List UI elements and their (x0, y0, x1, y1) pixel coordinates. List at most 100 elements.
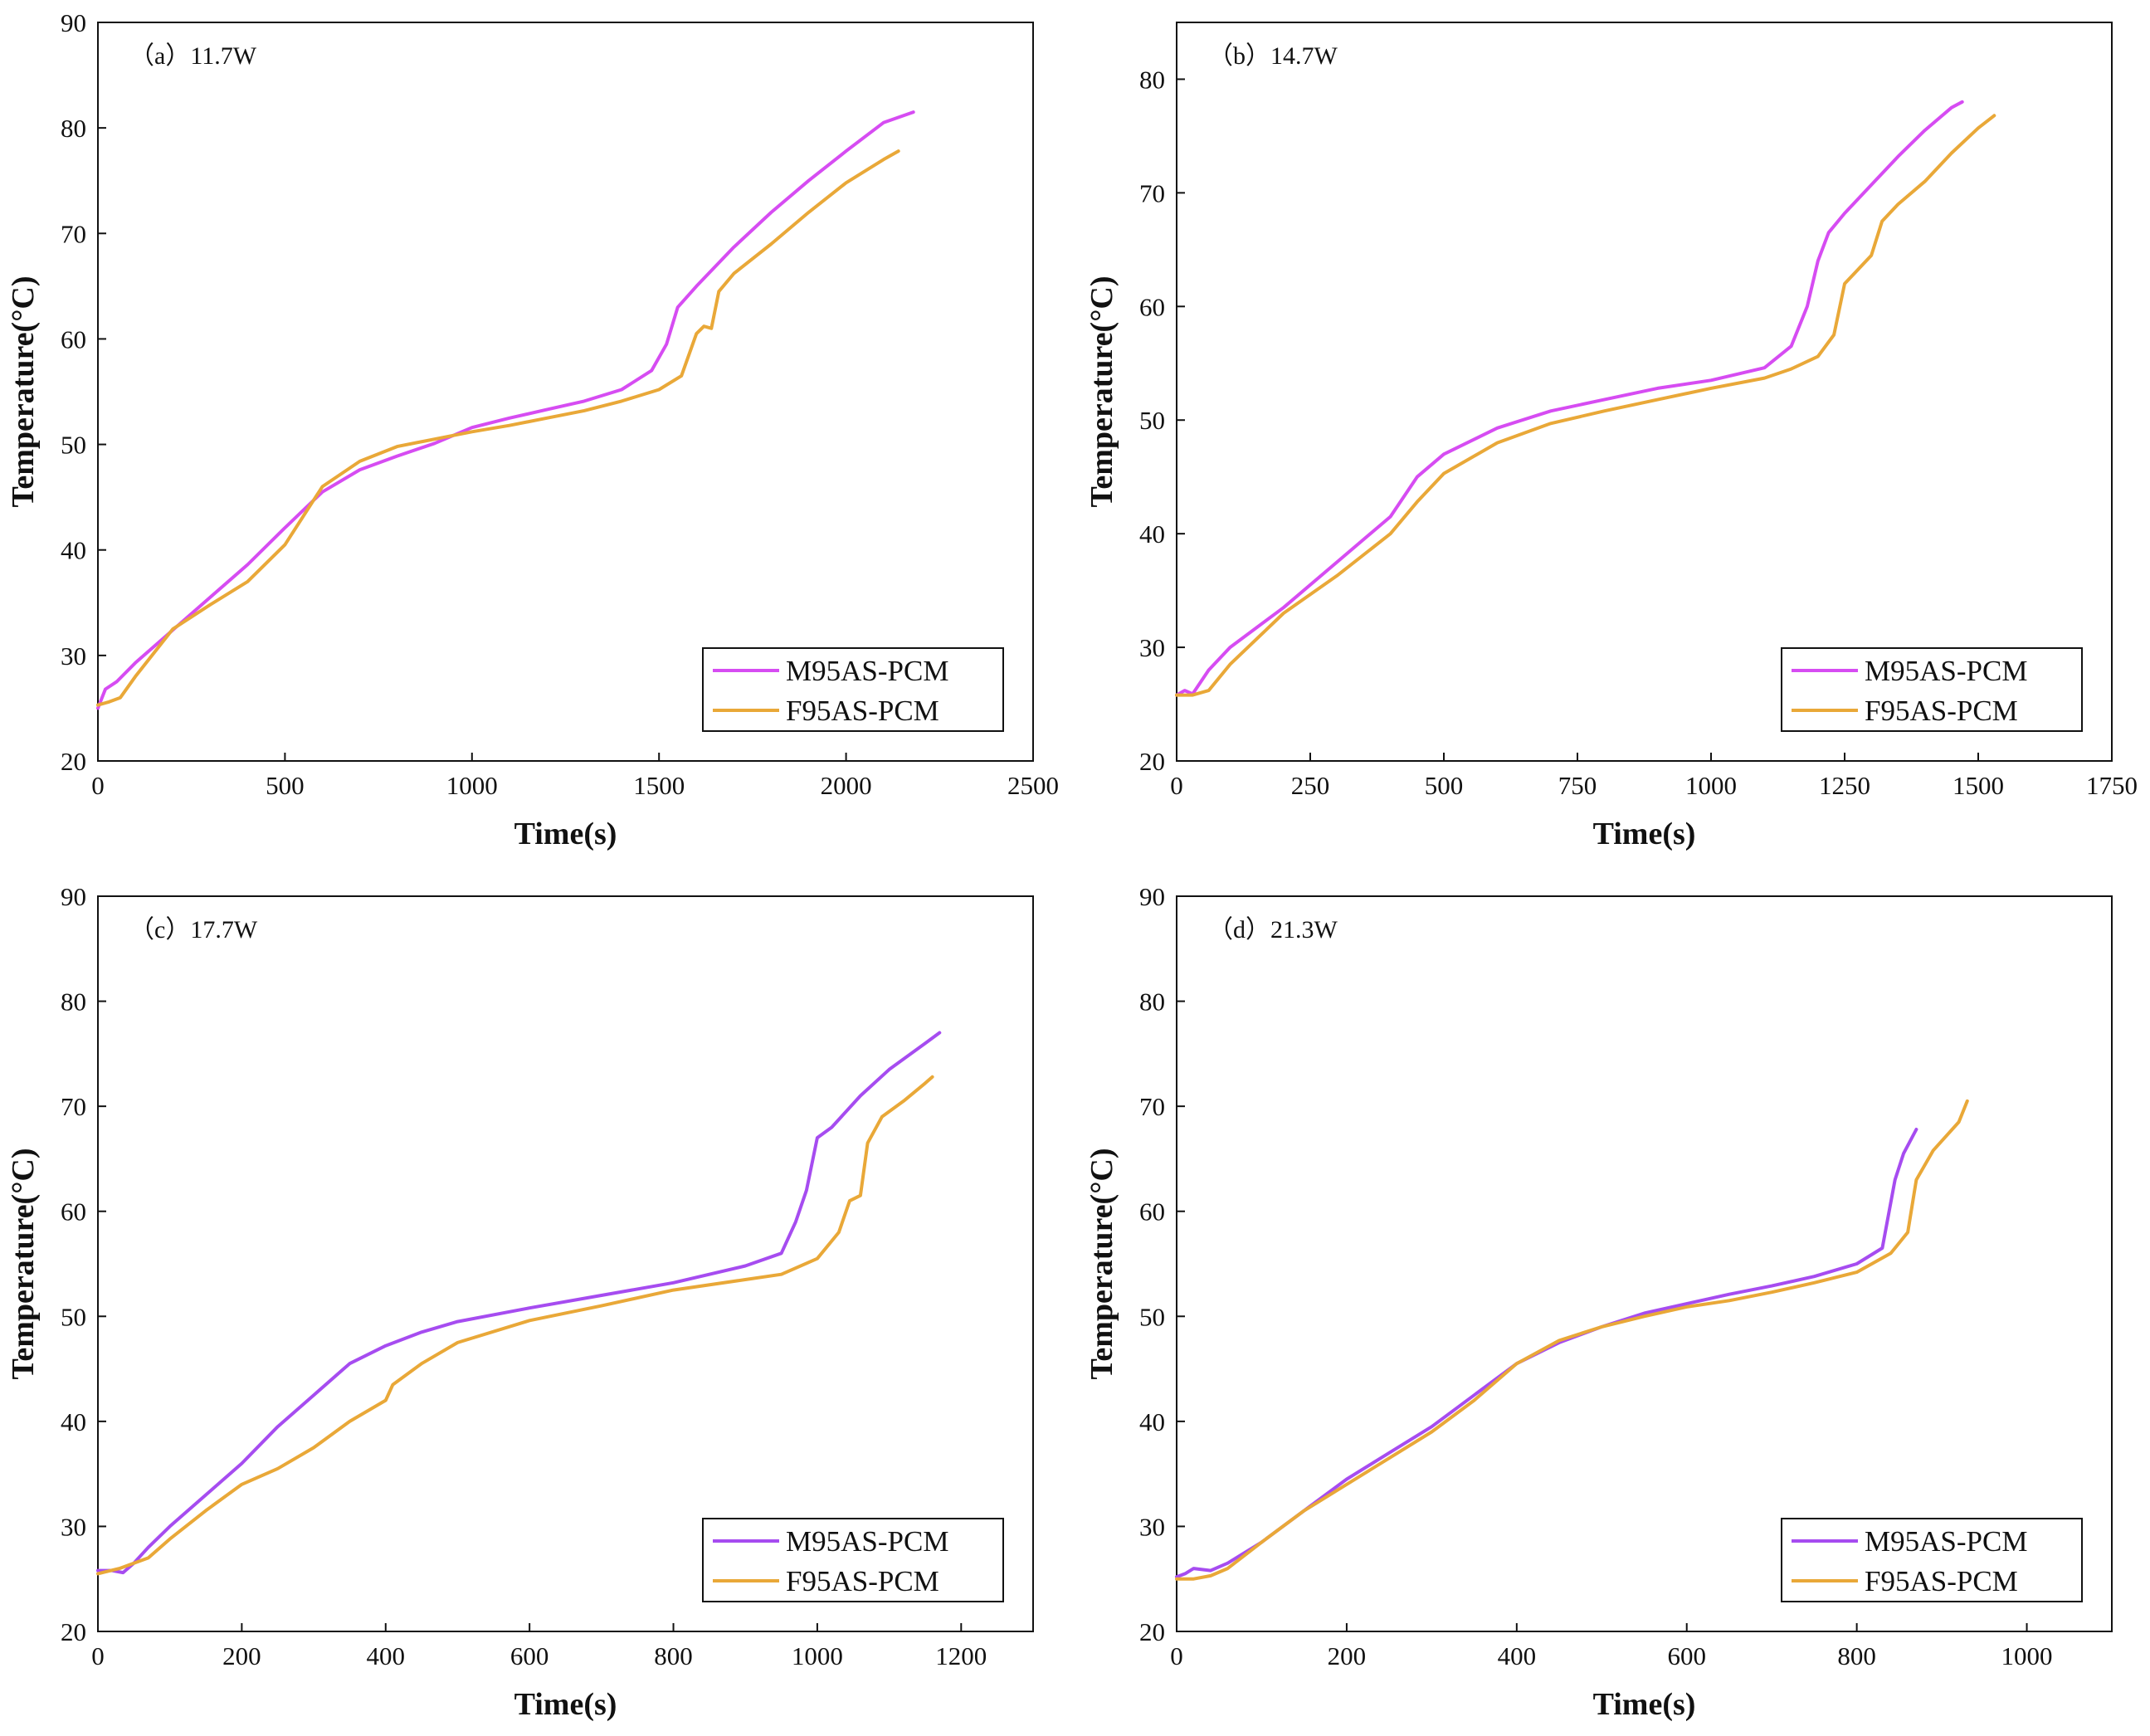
y-tick-label: 20 (61, 1617, 86, 1646)
legend: M95AS-PCM F95AS-PCM (1781, 647, 2083, 732)
x-tick-label: 1500 (633, 771, 685, 800)
x-tick-label: 1000 (1685, 771, 1737, 800)
y-tick-label: 50 (61, 431, 86, 460)
x-tick-label: 800 (654, 1641, 693, 1670)
y-tick-label: 40 (61, 536, 86, 565)
legend: M95AS-PCM F95AS-PCM (1781, 1518, 2083, 1602)
x-tick-label: 1750 (2086, 771, 2138, 800)
y-tick-label: 30 (61, 1512, 86, 1541)
series-line-f95as-pcm (1175, 1099, 1969, 1581)
chart-panel-c: 0 200 400 600 800 1000 1200 20 30 40 50 60 70 80 90 Tim… (6, 882, 1034, 1722)
plot-frame (1176, 895, 2113, 1632)
legend-box (1781, 1518, 2083, 1602)
panel-label: （d）21.3W (1208, 916, 1338, 944)
y-tick-label: 30 (61, 641, 86, 671)
series-line-m95as-pcm (96, 110, 915, 710)
x-axis-title: Time(s) (514, 1687, 617, 1722)
y-tick-label: 20 (1139, 1617, 1165, 1646)
x-tick-label: 1000 (792, 1641, 843, 1670)
x-tick-label: 1000 (446, 771, 498, 800)
y-tick-label: 70 (1139, 1092, 1165, 1121)
x-tick-label: 200 (222, 1641, 261, 1670)
x-tick-label: 500 (266, 771, 305, 800)
panel-label: （c）17.7W (129, 916, 258, 944)
plot-frame (1176, 22, 2113, 762)
y-tick-label: 30 (1139, 633, 1165, 662)
series-line-m95as-pcm (96, 1031, 942, 1575)
y-tick-label: 60 (1139, 1197, 1165, 1226)
series-line-f95as-pcm (96, 149, 900, 707)
y-axis-title: Temperature(°C) (6, 1148, 41, 1379)
y-tick-label: 60 (61, 1197, 86, 1226)
legend-label: M95AS-PCM (1865, 655, 2027, 687)
x-tick-label: 600 (510, 1641, 549, 1670)
x-tick-label: 750 (1558, 771, 1597, 800)
x-tick-label: 250 (1291, 771, 1330, 800)
y-tick-label: 20 (1139, 747, 1165, 776)
y-tick-label: 60 (61, 324, 86, 354)
series-line-f95as-pcm (96, 1075, 934, 1576)
legend-label: F95AS-PCM (1865, 1565, 2018, 1597)
y-tick-label: 90 (61, 8, 86, 37)
y-axis-title: Temperature(°C) (1085, 276, 1119, 507)
legend-box (702, 1518, 1004, 1602)
legend-label: M95AS-PCM (786, 1525, 948, 1558)
y-tick-label: 80 (1139, 65, 1165, 94)
y-tick-label: 50 (1139, 406, 1165, 435)
series-line-m95as-pcm (1175, 1128, 1918, 1579)
legend: M95AS-PCM F95AS-PCM (702, 1518, 1004, 1602)
plot-frame (97, 895, 1034, 1632)
x-tick-label: 1500 (1953, 771, 2004, 800)
x-tick-label: 800 (1837, 1641, 1876, 1670)
y-tick-label: 80 (1139, 987, 1165, 1017)
legend-label: F95AS-PCM (786, 695, 939, 727)
chart-panel-b: 0 250 500 750 1000 1250 1500 1750 20 30 40 50 60 70 80… (1085, 22, 2138, 851)
x-tick-label: 0 (91, 1641, 105, 1670)
x-tick-label: 2500 (1007, 771, 1059, 800)
legend-box (702, 647, 1004, 732)
y-tick-label: 40 (1139, 519, 1165, 549)
x-tick-label: 400 (1498, 1641, 1537, 1670)
x-tick-label: 200 (1328, 1641, 1367, 1670)
y-tick-label: 80 (61, 114, 86, 143)
chart-panel-d: 0 200 400 600 800 1000 20 30 40 50 60 70 80 90 Time(s)… (1085, 882, 2113, 1722)
x-tick-label: 2000 (821, 771, 872, 800)
panel-label: （b）14.7W (1208, 42, 1338, 70)
y-tick-label: 60 (1139, 292, 1165, 321)
x-tick-label: 600 (1667, 1641, 1706, 1670)
chart-panel-a: 0 500 1000 1500 2000 2500 20 30 40 50 60 70 80 90 Time… (6, 8, 1059, 851)
legend-label: M95AS-PCM (1865, 1525, 2027, 1558)
x-tick-label: 0 (91, 771, 105, 800)
x-tick-label: 400 (367, 1641, 406, 1670)
legend-label: F95AS-PCM (786, 1565, 939, 1597)
y-tick-label: 50 (1139, 1302, 1165, 1331)
x-tick-label: 0 (1170, 771, 1183, 800)
y-tick-label: 50 (61, 1302, 86, 1331)
series-line-f95as-pcm (1175, 114, 1996, 697)
legend-box (1781, 647, 2083, 732)
y-tick-label: 90 (1139, 882, 1165, 911)
y-tick-label: 70 (1139, 178, 1165, 207)
y-tick-label: 80 (61, 987, 86, 1017)
y-tick-label: 90 (61, 882, 86, 911)
legend: M95AS-PCM F95AS-PCM (702, 647, 1004, 732)
x-tick-label: 1000 (2001, 1641, 2053, 1670)
x-axis-title: Time(s) (514, 817, 617, 851)
y-tick-label: 40 (1139, 1407, 1165, 1436)
x-tick-label: 500 (1425, 771, 1464, 800)
y-tick-label: 70 (61, 219, 86, 248)
x-tick-label: 0 (1170, 1641, 1183, 1670)
series-line-m95as-pcm (1175, 100, 1964, 697)
x-axis-title: Time(s) (1593, 817, 1696, 851)
plot-frame (97, 22, 1034, 762)
y-tick-label: 40 (61, 1407, 86, 1436)
y-tick-label: 30 (1139, 1512, 1165, 1541)
x-tick-label: 1200 (935, 1641, 987, 1670)
y-axis-title: Temperature(°C) (1085, 1148, 1119, 1379)
legend-label: F95AS-PCM (1865, 695, 2018, 727)
x-tick-label: 1250 (1819, 771, 1870, 800)
y-tick-label: 70 (61, 1092, 86, 1121)
panel-label: （a）11.7W (129, 42, 257, 70)
y-tick-label: 20 (61, 747, 86, 776)
